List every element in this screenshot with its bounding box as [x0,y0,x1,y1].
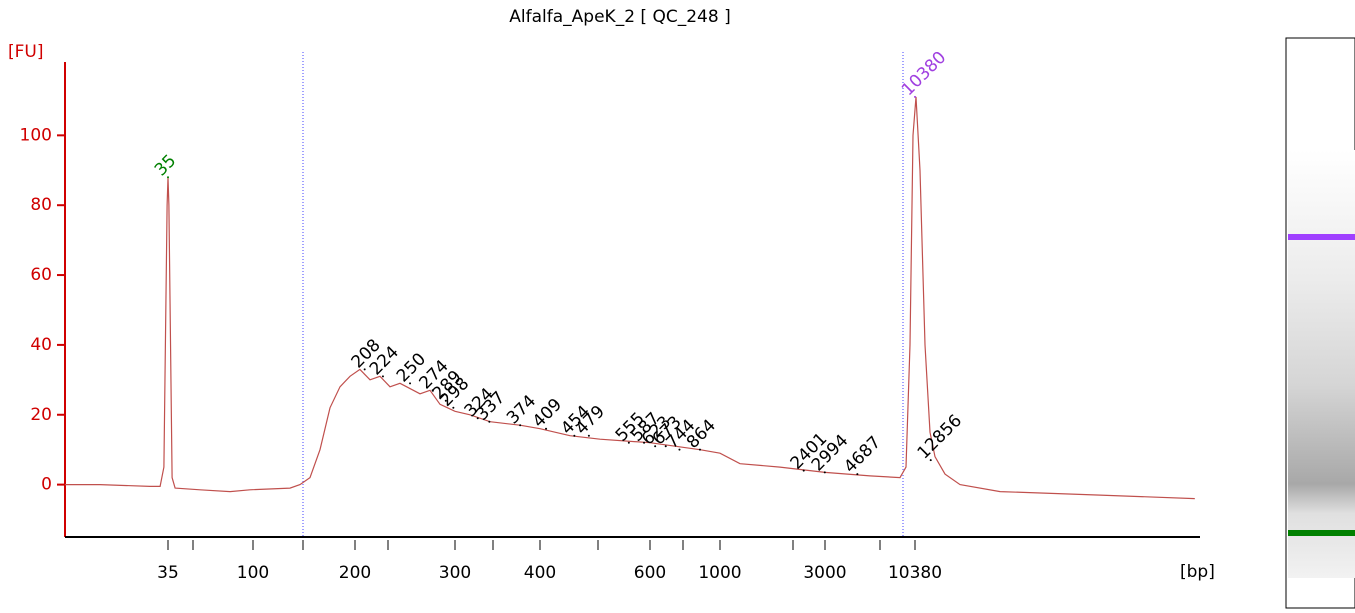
peak-marker [627,441,630,444]
peak-marker [545,427,548,430]
peak-label: 35 [151,151,180,180]
peak-marker [167,176,169,179]
gel-upper-marker [1288,234,1355,240]
peak-marker [452,406,455,409]
x-tick-label: 200 [339,563,371,583]
gel-frame [1285,37,1355,609]
peak-label: 4687 [840,432,885,477]
peak-marker [519,424,522,427]
x-tick-label: 35 [157,563,179,583]
chart-title: Alfalfa_ApeK_2 [ QC_248 ] [509,7,730,27]
x-tick-label: 400 [524,563,556,583]
peak-marker [929,459,932,462]
peak-marker [802,469,805,472]
peak-marker [587,434,590,437]
peak-marker [573,434,576,437]
y-tick-label: 40 [30,335,52,355]
peak-marker [698,448,701,451]
peak-marker [914,95,916,98]
x-tick-label: 600 [634,563,666,583]
peak-marker [664,445,667,448]
peak-marker [856,473,859,476]
peak-marker [678,448,681,451]
peak-marker [409,382,412,385]
x-tick-label: 300 [439,563,471,583]
peak-marker [431,389,434,392]
y-axis-label: [FU] [8,42,44,62]
peak-marker [476,417,479,420]
x-tick-label: 1000 [698,563,741,583]
peak-marker [823,471,826,474]
x-tick-label: 10380 [888,563,942,583]
peak-marker [654,445,657,448]
peak-label: 12856 [914,411,966,463]
y-tick-label: 20 [30,405,52,425]
y-tick-label: 60 [30,265,52,285]
peak-label: 10380 [898,48,950,100]
gel-lane [1288,150,1355,578]
y-tick-label: 80 [30,195,52,215]
y-tick-label: 0 [41,475,52,495]
gel-lower-marker [1288,530,1355,536]
x-tick-label: 100 [237,563,269,583]
minor-ticks [192,540,881,550]
peak-marker [381,375,384,378]
peak-marker [643,441,646,444]
peak-marker [488,420,491,423]
y-tick-label: 100 [20,125,52,145]
trace [65,96,1195,500]
x-tick-label: 3000 [803,563,846,583]
x-axis-label: [bp] [1180,562,1215,582]
peak-marker [363,368,366,371]
peak-marker [444,399,447,402]
